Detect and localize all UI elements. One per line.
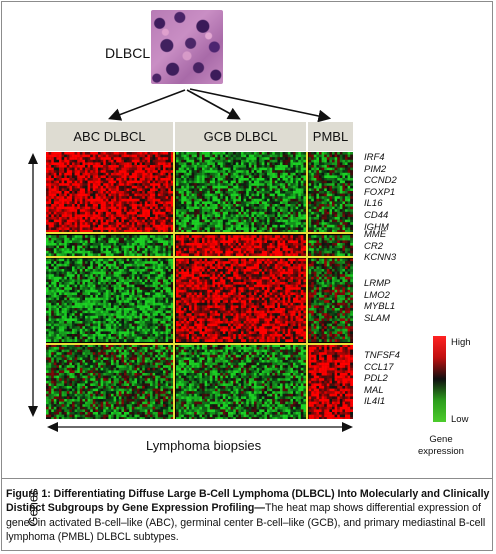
legend-caption-line1: Gene [429,434,453,445]
gene-label: KCNN3 [364,252,397,264]
gene-label: LRMP [364,278,391,289]
arrow-to-abc [108,89,186,121]
gene-group-gcb: LRMP LMO2 MYBL1 SLAM [364,278,395,324]
legend-low-label: Low [451,414,469,425]
legend-caption: Gene expression [408,434,474,458]
gene-label: TNFSF4 [364,350,400,361]
gene-label: CCL17 [364,361,394,373]
gene-label: MME [364,229,387,240]
gene-label: PDL2 [364,373,388,385]
gene-label: PIM2 [364,163,387,175]
gene-group-abc: IRF4 PIM2 CCND2 FOXP1 IL16 CD44 IGHM [364,152,397,233]
gene-label: IGHM [364,221,389,233]
gene-label: IL4I1 [364,396,386,408]
legend-caption-line2: expression [418,446,464,457]
arrow-to-pmbl [189,88,332,123]
gene-label: IL16 [364,198,383,210]
caption-divider [1,478,493,479]
gene-label: FOXP1 [364,186,396,198]
gene-label: CR2 [364,240,384,252]
gene-label: CD44 [364,209,389,221]
color-scale-bar [433,336,446,422]
caption-separator: — [254,502,265,515]
header-abc-dlbcl: ABC DLBCL [46,122,173,151]
gene-label: IRF4 [364,152,385,163]
legend-high-label: High [451,337,471,348]
gene-label: MAL [364,384,384,396]
heat-map-cells [46,152,353,419]
figure-caption: Figure 1: Differentiating Diffuse Large … [6,487,490,544]
heat-map [46,152,353,419]
gene-label: MYBL1 [364,301,396,313]
gene-label: LMO2 [364,289,390,301]
gene-group-gcb-high: MME CR2 KCNN3 [364,229,396,264]
gene-label: CCND2 [364,175,397,187]
header-gcb-dlbcl: GCB DLBCL [175,122,306,151]
gene-label: SLAM [364,312,390,324]
histology-image [151,10,223,84]
header-pmbl: PMBL [308,122,353,151]
caption-body: The heat map shows differential expressi… [6,502,486,543]
gene-group-pmbl: TNFSF4 CCL17 PDL2 MAL IL4I1 [364,350,400,408]
caption-title: Figure 1: Differentiating Diffuse Large … [6,488,490,515]
x-axis-label: Lymphoma biopsies [146,438,262,453]
arrow-to-gcb [186,89,241,120]
specimen-label: DLBCL [105,45,151,61]
